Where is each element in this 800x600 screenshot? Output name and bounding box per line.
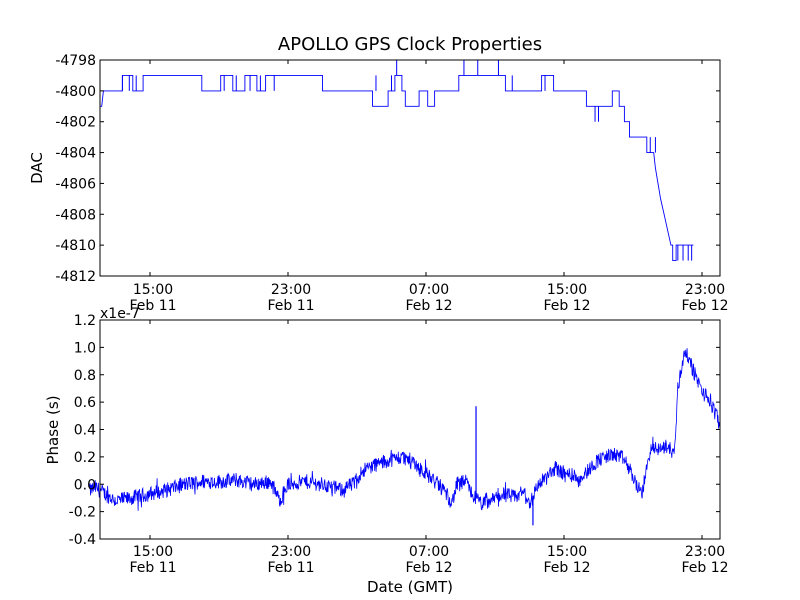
phase-x-tick-date: Feb 12 <box>543 560 590 576</box>
dac-x-tick-date: Feb 12 <box>543 298 590 314</box>
chart-title: APOLLO GPS Clock Properties <box>278 34 542 55</box>
dac-y-tick-label: -4800 <box>55 84 96 100</box>
dac-y-tick-label: -4804 <box>55 146 96 162</box>
phase-scale-label: x1e-7 <box>100 306 140 322</box>
dac-y-tick-label: -4810 <box>55 238 96 254</box>
dac-series-line <box>99 60 694 262</box>
phase-y-axis-label: Phase (s) <box>44 395 62 464</box>
dac-y-tick-label: -4802 <box>55 115 96 131</box>
phase-x-tick-time: 15:00 <box>547 544 587 560</box>
phase-x-tick-time: 23:00 <box>271 544 311 560</box>
phase-x-tick-date: Feb 11 <box>267 560 314 576</box>
dac-x-tick-time: 07:00 <box>409 282 449 298</box>
x-axis-label: Date (GMT) <box>367 578 453 596</box>
phase-series-line <box>89 348 721 526</box>
phase-y-tick-label: 0.0 <box>74 477 96 493</box>
phase-x-tick-time: 07:00 <box>409 544 449 560</box>
phase-y-tick-label: 0.6 <box>74 395 96 411</box>
dac-y-tick-label: -4806 <box>55 176 96 192</box>
phase-plot-frame <box>99 319 721 540</box>
phase-x-tick-time: 23:00 <box>685 544 725 560</box>
dac-y-ticks: -4798 -4800 -4802 -4804 -4806 -4808 -4810 -4812 <box>55 53 720 285</box>
phase-y-tick-label: -0.2 <box>69 505 96 521</box>
phase-y-tick-label: 0.2 <box>74 450 96 466</box>
phase-x-tick-date: Feb 12 <box>405 560 452 576</box>
dac-y-axis-label: DAC <box>28 152 46 184</box>
dac-y-tick-label: -4798 <box>55 53 96 69</box>
phase-y-tick-label: 0.4 <box>74 423 96 439</box>
dac-x-tick-date: Feb 11 <box>129 298 176 314</box>
phase-y-tick-label: 0.8 <box>74 368 96 384</box>
phase-y-tick-label: 1.0 <box>74 340 96 356</box>
dac-x-tick-date: Feb 12 <box>405 298 452 314</box>
dac-x-tick-time: 15:00 <box>547 282 587 298</box>
dac-x-tick-time: 23:00 <box>271 282 311 298</box>
phase-x-tick-date: Feb 12 <box>681 560 728 576</box>
dac-x-tick-date: Feb 11 <box>267 298 314 314</box>
phase-line <box>89 348 721 511</box>
phase-x-tick-date: Feb 11 <box>129 560 176 576</box>
dac-x-tick-date: Feb 12 <box>681 298 728 314</box>
dac-line <box>99 74 694 262</box>
dac-panel: -4798 -4800 -4802 -4804 -4806 -4808 -4810 -4812… <box>28 53 729 314</box>
phase-y-tick-label: -0.4 <box>69 532 96 548</box>
dac-plot-frame <box>99 59 721 277</box>
phase-y-tick-label: 1.2 <box>74 313 96 329</box>
phase-x-tick-time: 15:00 <box>133 544 173 560</box>
dac-y-tick-label: -4808 <box>55 207 96 223</box>
phase-y-ticks: -0.4 -0.2 0.0 0.2 0.4 0.6 0.8 1.0 1.2 <box>69 313 720 548</box>
dac-y-tick-label: -4812 <box>55 269 96 285</box>
dac-x-tick-time: 23:00 <box>685 282 725 298</box>
dac-x-tick-time: 15:00 <box>133 282 173 298</box>
